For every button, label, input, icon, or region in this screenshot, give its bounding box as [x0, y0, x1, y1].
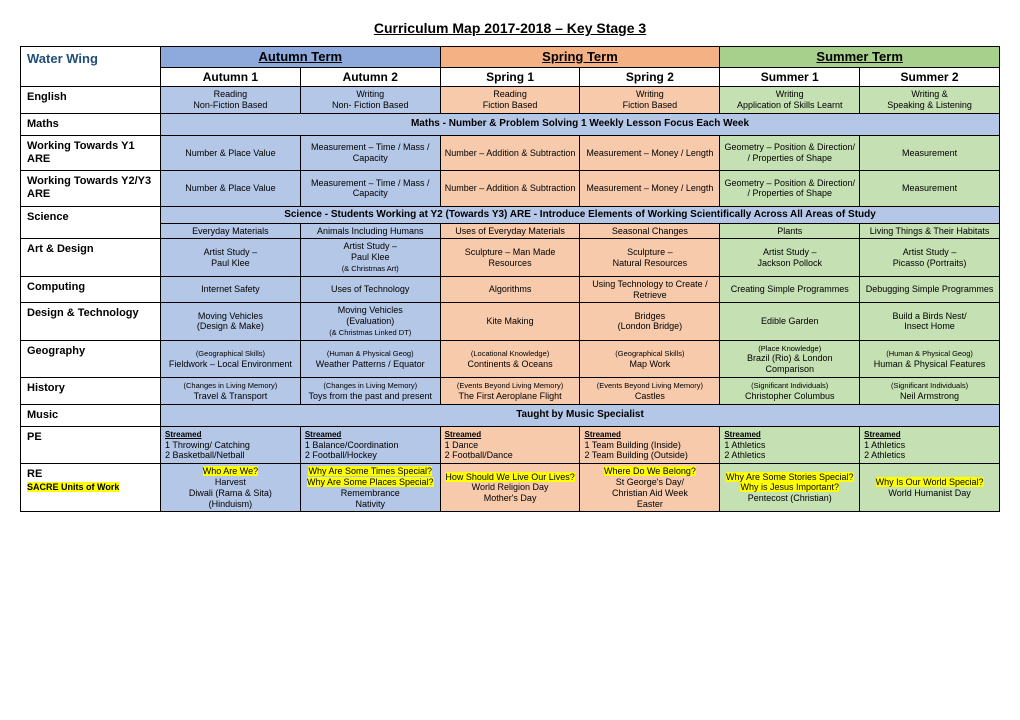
cell: (Human & Physical Geog)Human & Physical …: [860, 340, 1000, 377]
row-dt: Design & Technology: [21, 303, 161, 340]
cell: (Geographical Skills)Map Work: [580, 340, 720, 377]
cell: Using Technology to Create / Retrieve: [580, 276, 720, 303]
cell: Artist Study –Paul Klee(& Christmas Art): [300, 239, 440, 276]
cell: Streamed1 Dance2 Football/Dance: [440, 426, 580, 463]
cell: Streamed1 Athletics2 Athletics: [860, 426, 1000, 463]
cell: Moving Vehicles(Design & Make): [161, 303, 301, 340]
cell: Measurement: [860, 135, 1000, 170]
cell: Writing &Speaking & Listening: [860, 86, 1000, 113]
cell: (Significant Individuals)Neil Armstrong: [860, 378, 1000, 405]
row-pe: PE: [21, 426, 161, 463]
cell: Sculpture – Man Made Resources: [440, 239, 580, 276]
row-science: Science: [21, 206, 161, 239]
cell: Measurement – Time / Mass / Capacity: [300, 135, 440, 170]
music-full: Taught by Music Specialist: [161, 404, 1000, 426]
cell: ReadingNon-Fiction Based: [161, 86, 301, 113]
row-re: RESACRE Units of Work: [21, 464, 161, 512]
row-maths: Maths: [21, 113, 161, 135]
cell: Streamed1 Balance/Coordination2 Football…: [300, 426, 440, 463]
cell: Measurement – Money / Length: [580, 171, 720, 206]
col-a1: Autumn 1: [161, 67, 301, 86]
cell: Algorithms: [440, 276, 580, 303]
cell: (Changes in Living Memory)Travel & Trans…: [161, 378, 301, 405]
row-geog: Geography: [21, 340, 161, 377]
cell: Kite Making: [440, 303, 580, 340]
term-summer: Summer Term: [720, 47, 1000, 68]
cell: Uses of Technology: [300, 276, 440, 303]
cell: (Changes in Living Memory)Toys from the …: [300, 378, 440, 405]
cell: Living Things & Their Habitats: [860, 223, 1000, 239]
term-spring: Spring Term: [440, 47, 720, 68]
row-wt2: Working Towards Y2/Y3 ARE: [21, 171, 161, 206]
cell: Sculpture –Natural Resources: [580, 239, 720, 276]
cell: How Should We Live Our Lives?World Relig…: [440, 464, 580, 512]
cell: WritingFiction Based: [580, 86, 720, 113]
maths-full: Maths - Number & Problem Solving 1 Weekl…: [161, 113, 1000, 135]
term-autumn: Autumn Term: [161, 47, 441, 68]
cell: (Human & Physical Geog)Weather Patterns …: [300, 340, 440, 377]
cell: Edible Garden: [720, 303, 860, 340]
cell: Number – Addition & Subtraction: [440, 135, 580, 170]
cell: Streamed1 Athletics2 Athletics: [720, 426, 860, 463]
row-wt1: Working Towards Y1 ARE: [21, 135, 161, 170]
cell: Animals Including Humans: [300, 223, 440, 239]
cell: Why Are Some Stories Special? Why is Jes…: [720, 464, 860, 512]
cell: (Locational Knowledge)Continents & Ocean…: [440, 340, 580, 377]
cell: Who Are We?HarvestDiwali (Rama & Sita)(H…: [161, 464, 301, 512]
row-art: Art & Design: [21, 239, 161, 276]
cell: Artist Study –Picasso (Portraits): [860, 239, 1000, 276]
cell: Uses of Everyday Materials: [440, 223, 580, 239]
cell: Why Is Our World Special?World Humanist …: [860, 464, 1000, 512]
cell: WritingNon- Fiction Based: [300, 86, 440, 113]
cell: Why Are Some Times Special? Why Are Some…: [300, 464, 440, 512]
cell: WritingApplication of Skills Learnt: [720, 86, 860, 113]
cell: Geometry – Position & Direction/ / Prope…: [720, 135, 860, 170]
row-history: History: [21, 378, 161, 405]
cell: (Geographical Skills)Fieldwork – Local E…: [161, 340, 301, 377]
wing-label: Water Wing: [21, 47, 161, 87]
curriculum-table: Water Wing Autumn Term Spring Term Summe…: [20, 46, 1000, 512]
cell: Measurement: [860, 171, 1000, 206]
cell: Everyday Materials: [161, 223, 301, 239]
cell: Artist Study –Jackson Pollock: [720, 239, 860, 276]
cell: Streamed1 Throwing/ Catching2 Basketball…: [161, 426, 301, 463]
col-u2: Summer 2: [860, 67, 1000, 86]
cell: Creating Simple Programmes: [720, 276, 860, 303]
cell: Plants: [720, 223, 860, 239]
science-full: Science - Students Working at Y2 (Toward…: [161, 206, 1000, 223]
cell: Build a Birds Nest/Insect Home: [860, 303, 1000, 340]
page-title: Curriculum Map 2017-2018 – Key Stage 3: [20, 20, 1000, 36]
row-music: Music: [21, 404, 161, 426]
col-a2: Autumn 2: [300, 67, 440, 86]
cell: Measurement – Time / Mass / Capacity: [300, 171, 440, 206]
cell: Geometry – Position & Direction/ / Prope…: [720, 171, 860, 206]
cell: Bridges(London Bridge): [580, 303, 720, 340]
cell: Streamed1 Team Building (Inside)2 Team B…: [580, 426, 720, 463]
row-english: English: [21, 86, 161, 113]
row-computing: Computing: [21, 276, 161, 303]
cell: Seasonal Changes: [580, 223, 720, 239]
cell: (Events Beyond Living Memory)Castles: [580, 378, 720, 405]
cell: (Significant Individuals)Christopher Col…: [720, 378, 860, 405]
cell: Measurement – Money / Length: [580, 135, 720, 170]
cell: ReadingFiction Based: [440, 86, 580, 113]
cell: Number & Place Value: [161, 135, 301, 170]
cell: (Events Beyond Living Memory)The First A…: [440, 378, 580, 405]
cell: (Place Knowledge)Brazil (Rio) & London C…: [720, 340, 860, 377]
cell: Where Do We Belong?St George's Day/Chris…: [580, 464, 720, 512]
col-s2: Spring 2: [580, 67, 720, 86]
col-s1: Spring 1: [440, 67, 580, 86]
cell: Artist Study –Paul Klee: [161, 239, 301, 276]
cell: Debugging Simple Programmes: [860, 276, 1000, 303]
cell: Moving Vehicles(Evaluation)(& Christmas …: [300, 303, 440, 340]
cell: Internet Safety: [161, 276, 301, 303]
col-u1: Summer 1: [720, 67, 860, 86]
cell: Number & Place Value: [161, 171, 301, 206]
cell: Number – Addition & Subtraction: [440, 171, 580, 206]
